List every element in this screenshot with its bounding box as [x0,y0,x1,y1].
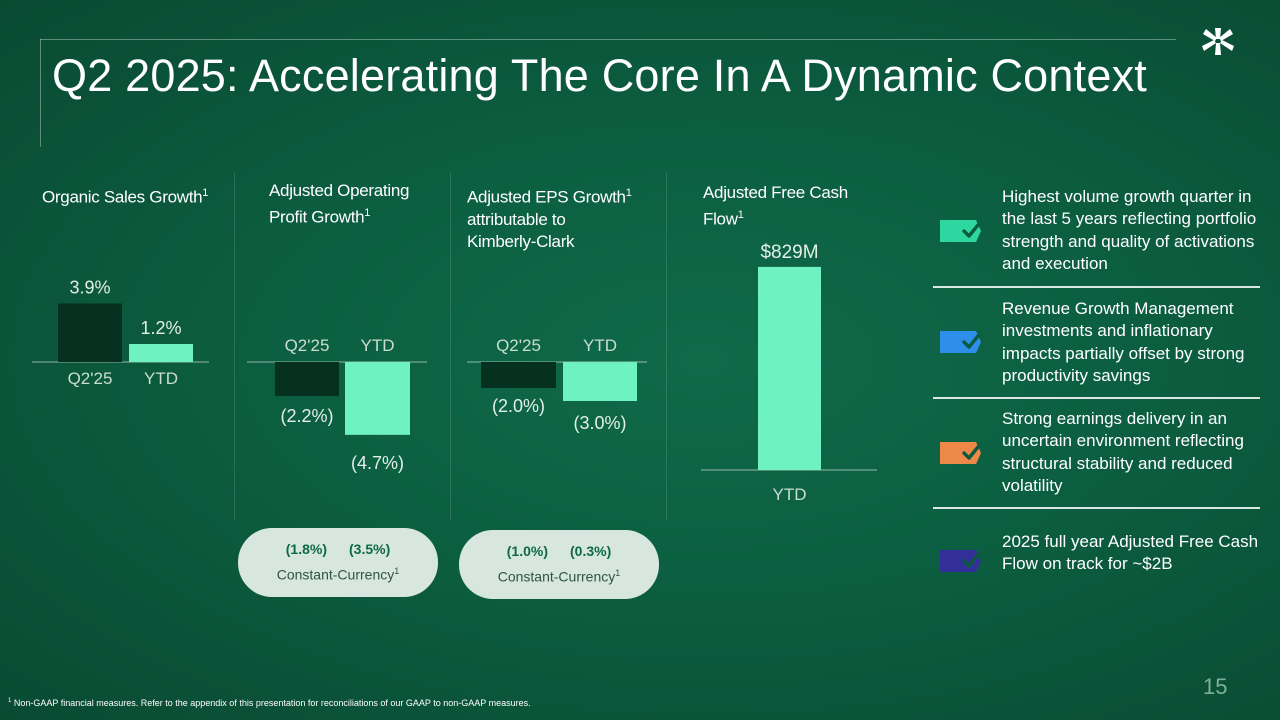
adjusted-operating-profit-title: Adjusted Operating Profit Growth1 [269,180,409,229]
check-tag-icon [940,550,981,572]
aop-title-sup: 1 [364,207,371,219]
check-tag-icon [940,442,981,464]
data-label: 1.2% [140,318,181,338]
eps-cc-ytd-value: (0.3%) [570,543,612,559]
fcf-title-line2: Flow [703,209,738,229]
check-tag-icon [940,220,981,242]
category-label: YTD [773,485,807,504]
adjusted-operating-profit-chart: Q2'25 (2.2%) YTD (4.7%) [247,336,427,473]
organic-sales-title-text: Organic Sales Growth [42,187,203,207]
highlight-text-3: Strong earnings delivery in an uncertain… [1002,409,1244,496]
eps-title-line3: Kimberly-Clark [467,231,575,251]
eps-cc-sup: 1 [615,568,621,578]
footnote: 1 Non-GAAP financial measures. Refer to … [8,698,531,708]
fcf-title-sup: 1 [737,209,744,221]
aop-constant-currency-pill: (1.8%) (3.5%) Constant-Currency1 [238,528,438,597]
aop-cc-sup: 1 [394,566,400,576]
eps-constant-currency-pill: (1.0%) (0.3%) Constant-Currency1 [459,530,659,599]
highlight-text-4: 2025 full year Adjusted Free Cash Flow o… [1002,532,1259,574]
data-label: (4.7%) [351,453,404,473]
data-label: $829M [760,242,818,263]
adjusted-free-cash-flow-chart: $829M YTD [701,242,877,504]
aop-cc-label: Constant-Currency [276,566,395,583]
data-label: 3.9% [69,278,110,298]
data-label: (3.0%) [573,413,626,433]
highlight-divider-1 [933,286,1260,288]
bar-ytd [129,344,193,362]
title-frame-left-line [40,39,41,147]
page-number: 15 [1203,674,1228,699]
aop-title-line1: Adjusted Operating [269,181,410,200]
bar-q225 [275,362,339,397]
bar-q225 [481,362,556,388]
bar-ytd [758,266,821,470]
organic-sales-sup: 1 [202,187,209,199]
title-frame-top-line [40,39,1176,40]
data-label: (2.0%) [492,396,545,416]
category-label: YTD [144,369,178,388]
bar-q225 [58,303,122,362]
panel-divider-1 [234,172,235,520]
category-label: YTD [361,336,395,355]
slide-title: Q2 2025: Accelerating The Core In A Dyna… [52,50,1147,101]
highlight-divider-3 [933,507,1260,509]
panel-divider-2 [450,172,451,520]
footnote-text: Non-GAAP financial measures. Refer to th… [13,698,531,708]
eps-title-sup: 1 [625,187,632,199]
adjusted-eps-title: Adjusted EPS Growth1 attributable to Kim… [467,182,632,253]
footnote-marker: 1 [8,698,12,704]
category-label: Q2'25 [285,336,330,355]
eps-cc-q2-value: (1.0%) [506,543,548,559]
adjusted-fcf-title: Adjusted Free Cash Flow1 [703,182,848,231]
eps-title-line2: attributable to [467,209,566,229]
category-label: Q2'25 [68,369,113,388]
asterisk-logo-icon [1202,28,1234,55]
category-label: Q2'25 [496,336,541,355]
aop-cc-q2-value: (1.8%) [285,541,327,557]
highlight-text-2: Revenue Growth Management investments an… [1002,299,1245,386]
category-label: YTD [583,336,617,355]
eps-cc-label: Constant-Currency [497,568,616,585]
organic-sales-title: Organic Sales Growth1 [42,182,208,209]
bar-ytd [345,362,410,435]
fcf-title-line1: Adjusted Free Cash [703,183,848,202]
organic-sales-growth-chart: 3.9% Q2'25 1.2% YTD [32,278,209,388]
aop-title-line2: Profit Growth [269,207,365,227]
adjusted-eps-growth-chart: Q2'25 (2.0%) YTD (3.0%) [467,336,647,433]
panel-divider-3 [666,172,667,520]
aop-cc-ytd-value: (3.5%) [349,541,391,557]
highlight-text-1: Highest volume growth quarter in the las… [1002,187,1257,274]
data-label: (2.2%) [280,406,333,426]
highlight-divider-2 [933,397,1260,399]
check-tag-icon [940,331,981,353]
bar-ytd [563,362,637,401]
eps-title-line1: Adjusted EPS Growth [467,187,626,207]
